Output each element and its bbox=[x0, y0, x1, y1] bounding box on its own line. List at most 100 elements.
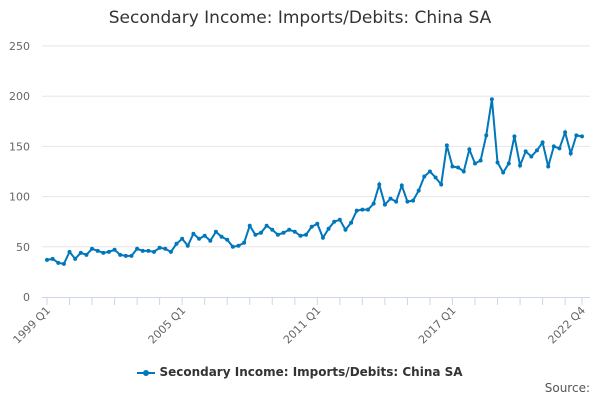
data-point bbox=[529, 154, 534, 159]
data-point bbox=[152, 249, 156, 254]
data-point bbox=[197, 236, 202, 241]
data-point bbox=[366, 207, 370, 212]
data-point bbox=[185, 243, 190, 248]
data-point bbox=[61, 261, 66, 266]
data-point bbox=[354, 208, 359, 213]
data-point bbox=[377, 182, 382, 187]
data-point bbox=[225, 237, 230, 242]
x-tick-label: 2017 Q1 bbox=[416, 304, 459, 347]
x-tick-label: 2022 Q4 bbox=[546, 304, 589, 347]
data-point bbox=[427, 169, 432, 174]
data-point bbox=[45, 257, 49, 262]
data-point bbox=[551, 144, 556, 149]
data-point bbox=[523, 149, 528, 154]
y-tick-label: 0 bbox=[23, 291, 30, 304]
data-point bbox=[422, 174, 427, 179]
data-point bbox=[574, 133, 579, 138]
data-point bbox=[73, 256, 78, 261]
data-point bbox=[512, 134, 517, 139]
data-point bbox=[411, 198, 416, 203]
legend-marker bbox=[137, 369, 156, 376]
data-point bbox=[157, 245, 162, 250]
data-point bbox=[320, 235, 325, 240]
data-point bbox=[563, 130, 568, 135]
data-point bbox=[236, 243, 241, 248]
data-point bbox=[568, 151, 573, 156]
data-point bbox=[129, 253, 134, 258]
data-point bbox=[242, 240, 247, 245]
data-point bbox=[67, 249, 72, 254]
data-point bbox=[118, 252, 123, 257]
data-point bbox=[180, 236, 185, 241]
data-point bbox=[467, 147, 472, 152]
data-point bbox=[394, 199, 399, 204]
data-point bbox=[140, 248, 145, 253]
data-point bbox=[343, 227, 348, 232]
data-point bbox=[135, 246, 140, 251]
data-point bbox=[382, 202, 387, 207]
data-point bbox=[456, 165, 461, 170]
y-tick-label: 50 bbox=[16, 241, 30, 254]
data-point bbox=[450, 164, 455, 169]
data-point bbox=[123, 253, 128, 258]
data-point bbox=[309, 224, 314, 229]
data-point bbox=[191, 231, 196, 236]
data-point bbox=[247, 223, 252, 228]
data-point bbox=[163, 246, 168, 251]
data-point bbox=[405, 199, 410, 204]
data-point bbox=[270, 227, 275, 232]
y-tick-label: 250 bbox=[9, 40, 30, 53]
data-point bbox=[473, 161, 477, 166]
data-point bbox=[259, 230, 263, 235]
data-point bbox=[253, 232, 258, 237]
data-point bbox=[484, 133, 489, 138]
data-point bbox=[546, 164, 551, 169]
series-line bbox=[46, 99, 583, 265]
legend-label: Secondary Income: Imports/Debits: China … bbox=[159, 365, 463, 379]
data-point bbox=[416, 188, 421, 193]
data-point bbox=[540, 140, 545, 145]
data-point bbox=[371, 201, 376, 206]
data-point bbox=[506, 161, 511, 166]
data-point bbox=[501, 170, 506, 175]
data-point bbox=[287, 227, 292, 232]
data-point bbox=[264, 223, 269, 228]
data-point bbox=[326, 226, 331, 231]
data-point bbox=[495, 160, 500, 165]
data-point bbox=[518, 163, 523, 168]
data-point bbox=[174, 241, 179, 246]
y-tick-label: 150 bbox=[9, 140, 30, 153]
data-point bbox=[349, 220, 354, 225]
data-point bbox=[281, 230, 286, 235]
data-point bbox=[337, 217, 342, 222]
data-point bbox=[208, 238, 213, 243]
data-point bbox=[489, 97, 494, 102]
y-tick-label: 100 bbox=[9, 191, 30, 204]
data-point bbox=[78, 250, 83, 255]
data-point bbox=[95, 248, 100, 253]
data-point bbox=[275, 232, 280, 237]
data-point bbox=[112, 247, 117, 252]
data-point bbox=[332, 219, 337, 224]
data-point bbox=[106, 249, 111, 254]
data-point bbox=[168, 249, 173, 254]
data-point bbox=[444, 143, 449, 148]
x-tick-label: 2005 Q1 bbox=[146, 304, 189, 347]
data-point bbox=[146, 248, 151, 253]
data-point bbox=[304, 232, 309, 237]
data-point bbox=[84, 252, 89, 257]
data-point bbox=[101, 250, 106, 255]
data-point bbox=[388, 196, 393, 201]
data-point bbox=[557, 146, 562, 151]
data-point bbox=[202, 233, 207, 238]
data-point bbox=[292, 229, 297, 234]
data-point bbox=[534, 148, 539, 153]
data-point bbox=[360, 207, 365, 212]
x-tick-label: 1999 Q1 bbox=[11, 304, 54, 347]
legend[interactable]: Secondary Income: Imports/Debits: China … bbox=[0, 365, 600, 379]
data-point bbox=[298, 233, 303, 238]
data-point bbox=[315, 221, 320, 226]
data-point bbox=[50, 256, 55, 261]
data-point bbox=[219, 234, 224, 239]
